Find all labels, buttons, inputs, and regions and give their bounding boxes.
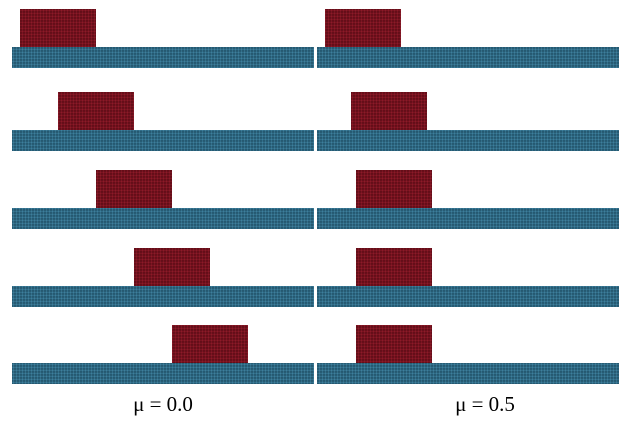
column-label: μ = 0.5 [455, 392, 515, 416]
page: {"columns": [{"label": "μ = 0.0"}, {"lab… [0, 0, 622, 429]
block [20, 9, 96, 47]
block [351, 92, 427, 130]
substrate [317, 47, 619, 68]
substrate [317, 363, 619, 384]
block [356, 170, 432, 208]
substrate [12, 363, 314, 384]
substrate [12, 286, 314, 307]
substrate [12, 47, 314, 68]
substrate [317, 130, 619, 151]
substrate [12, 208, 314, 229]
block [325, 9, 401, 47]
column-label: μ = 0.0 [133, 392, 193, 416]
block [356, 248, 432, 286]
figure: μ = 0.0 μ = 0.5 [0, 0, 622, 429]
substrate [317, 208, 619, 229]
block [58, 92, 134, 130]
block [96, 170, 172, 208]
substrate [12, 130, 314, 151]
block [356, 325, 432, 363]
snapshots [12, 9, 619, 384]
block [134, 248, 210, 286]
block [172, 325, 248, 363]
substrate [317, 286, 619, 307]
